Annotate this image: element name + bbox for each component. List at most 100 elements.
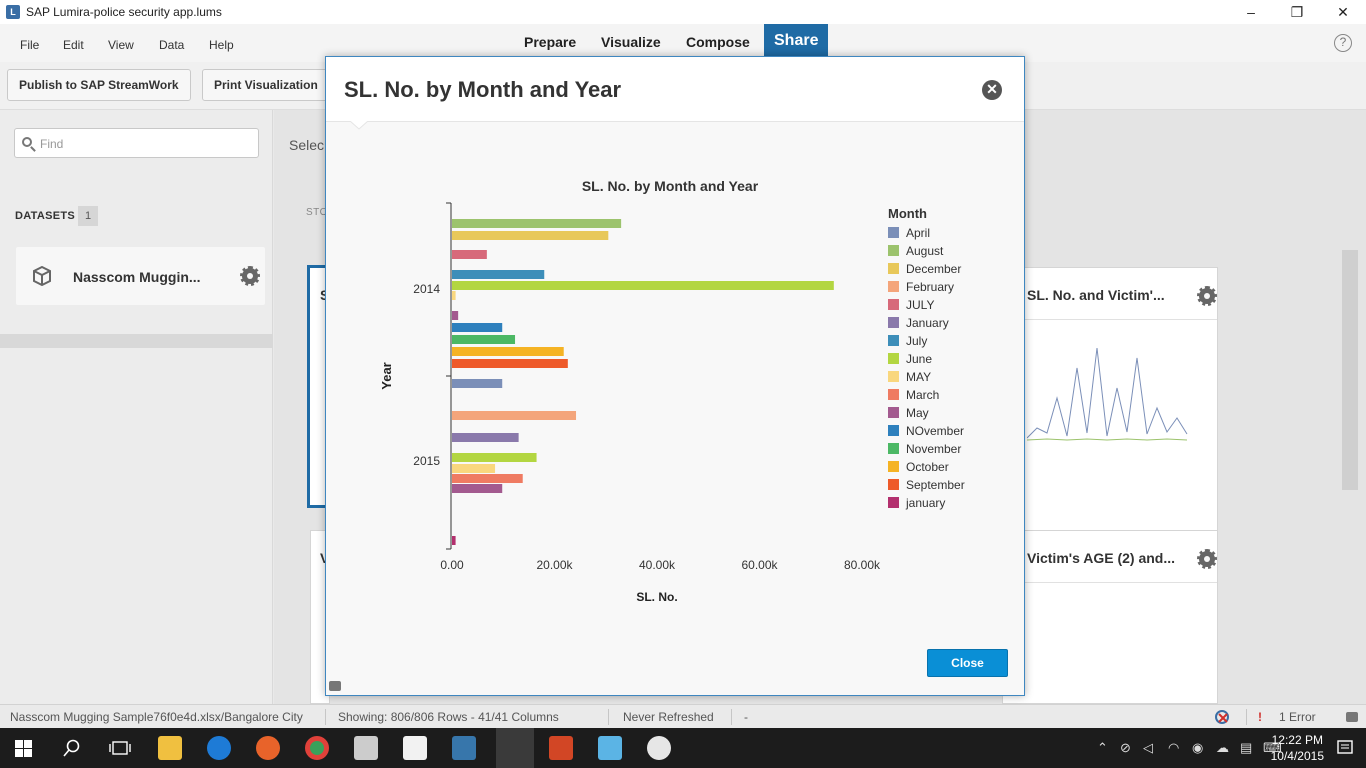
clock-date: 10/4/2015 — [1270, 749, 1324, 763]
comment-icon[interactable] — [1346, 712, 1358, 722]
datasets-panel: Find DATASETS 1 Nasscom Muggin... — [0, 110, 273, 704]
legend-swatch — [888, 443, 899, 454]
window-close-button[interactable]: ✕ — [1337, 3, 1349, 20]
tab-compose[interactable]: Compose — [686, 34, 750, 50]
legend-label: February — [906, 280, 954, 294]
find-placeholder: Find — [40, 137, 64, 151]
bar-2014-july — [452, 250, 487, 259]
datasets-count-badge: 1 — [78, 206, 98, 226]
dialog-header: SL. No. by Month and Year ✕ — [326, 57, 1024, 122]
datasets-heading: DATASETS — [15, 210, 76, 222]
legend-label: March — [906, 388, 939, 402]
chrome-icon[interactable] — [305, 736, 329, 760]
minimize-button[interactable]: – — [1247, 4, 1255, 20]
select-label: Selec — [289, 137, 325, 153]
tab-prepare[interactable]: Prepare — [524, 34, 577, 50]
comment-icon[interactable] — [329, 681, 341, 691]
legend-swatch — [888, 335, 899, 346]
chart-preview-dialog: SL. No. by Month and Year ✕ SL. No. by M… — [325, 56, 1025, 696]
legend-label: August — [906, 244, 944, 258]
dataset-gear-icon[interactable] — [240, 266, 260, 286]
dataset-name: Nasscom Muggin... — [73, 269, 201, 285]
menu-help[interactable]: Help — [209, 38, 234, 52]
bar-2015-april — [452, 379, 503, 388]
menu-edit[interactable]: Edit — [63, 38, 84, 52]
card-2-header: SL. No. and Victim'... — [1003, 268, 1217, 320]
x-tick-label: 20.00k — [536, 558, 573, 572]
keyboard-tray-icon[interactable]: ⌨ — [1263, 740, 1282, 755]
search-taskbar-icon[interactable] — [63, 739, 81, 757]
wifi-tray-icon[interactable]: ◠ — [1168, 740, 1180, 755]
legend-swatch — [888, 353, 899, 364]
legend-swatch — [888, 371, 899, 382]
legend-swatch — [888, 389, 899, 400]
chart-bars — [452, 219, 834, 545]
file-explorer-icon[interactable] — [158, 736, 182, 760]
card-3-title: V — [320, 550, 329, 566]
legend-swatch — [888, 245, 899, 256]
action-center-icon[interactable] — [1336, 739, 1354, 757]
windows-start-icon[interactable] — [15, 740, 32, 757]
status-file: Nasscom Mugging Sample76f0e4d.xlsx/Banga… — [10, 710, 303, 724]
card-2-gear-icon[interactable] — [1197, 286, 1217, 306]
visualization-card-2[interactable]: SL. No. and Victim'... — [1002, 267, 1218, 547]
legend-label: September — [906, 478, 965, 492]
sap-lumira-app-icon: L — [6, 5, 20, 19]
help-icon[interactable]: ? — [1334, 34, 1352, 52]
menu-file[interactable]: File — [20, 38, 40, 52]
menu-view[interactable]: View — [108, 38, 134, 52]
legend-label: October — [906, 460, 949, 474]
x-axis-label: SL. No. — [636, 590, 677, 604]
app-tray-icon[interactable]: ◉ — [1192, 740, 1204, 755]
legend-swatch — [888, 425, 899, 436]
menu-bar: File Edit View Data Help Prepare Visuali… — [0, 24, 1366, 62]
onedrive-tray-icon[interactable]: ☁ — [1216, 740, 1229, 755]
bar-2015-may — [452, 464, 496, 473]
dataset-item[interactable]: Nasscom Muggin... — [16, 247, 265, 305]
edge-browser-icon[interactable] — [207, 736, 231, 760]
status-refresh: Never Refreshed — [623, 710, 714, 724]
firefox-icon[interactable] — [256, 736, 280, 760]
status-dash: - — [744, 710, 748, 724]
grid-app-icon[interactable] — [403, 736, 427, 760]
bar-2015-may — [452, 484, 503, 493]
error-check-icon[interactable] — [1214, 709, 1232, 727]
x-tick-label: 60.00k — [741, 558, 778, 572]
media-app-icon[interactable] — [354, 736, 378, 760]
menu-data[interactable]: Data — [159, 38, 185, 52]
legend-label: NOvember — [906, 424, 964, 438]
x-tick-label: 80.00k — [844, 558, 881, 572]
bar-2015-march — [452, 474, 523, 483]
close-button[interactable]: Close — [927, 649, 1008, 677]
search-icon — [22, 137, 32, 147]
sap-lumira-taskbar-icon[interactable] — [496, 728, 534, 768]
notification-tray-icon[interactable]: ▤ — [1240, 740, 1253, 755]
chart-title: SL. No. by Month and Year — [582, 178, 759, 194]
volume-tray-icon[interactable]: ◁ — [1143, 740, 1153, 755]
status-error-count[interactable]: 1 Error — [1279, 710, 1316, 724]
windows-taskbar: ⌃ ⊘ ◁ ◠ ◉ ☁ ▤ ⌨ 12:22 PM 10/4/2015 — [0, 728, 1366, 768]
powerpoint-icon[interactable] — [549, 736, 573, 760]
print-visualization-button[interactable]: Print Visualization — [202, 69, 330, 101]
network-tray-icon[interactable]: ⊘ — [1120, 740, 1131, 755]
tab-visualize[interactable]: Visualize — [601, 34, 661, 50]
card-4-gear-icon[interactable] — [1197, 549, 1217, 569]
maximize-button[interactable]: ❐ — [1290, 3, 1304, 20]
visualization-card-4[interactable]: Victim's AGE (2) and... — [1002, 530, 1218, 704]
legend-swatch — [888, 497, 899, 508]
tray-chevron-icon[interactable]: ⌃ — [1097, 740, 1108, 755]
legend-swatch — [888, 227, 899, 238]
tab-share[interactable]: Share — [764, 24, 829, 62]
python-icon[interactable] — [452, 736, 476, 760]
publish-streamwork-button[interactable]: Publish to SAP StreamWork — [7, 69, 191, 101]
dialog-close-icon[interactable]: ✕ — [982, 80, 1002, 100]
task-view-icon[interactable] — [109, 740, 131, 756]
main-scrollbar[interactable] — [1342, 250, 1358, 490]
y-tick-label: 2015 — [413, 454, 440, 468]
find-input[interactable]: Find — [14, 128, 259, 158]
notebook-app-icon[interactable] — [598, 736, 622, 760]
warning-icon: ! — [1258, 710, 1262, 724]
system-clock[interactable]: 12:22 PM 10/4/2015 — [1271, 732, 1324, 764]
paint-icon[interactable] — [647, 736, 671, 760]
bar-2014-august — [452, 219, 622, 228]
